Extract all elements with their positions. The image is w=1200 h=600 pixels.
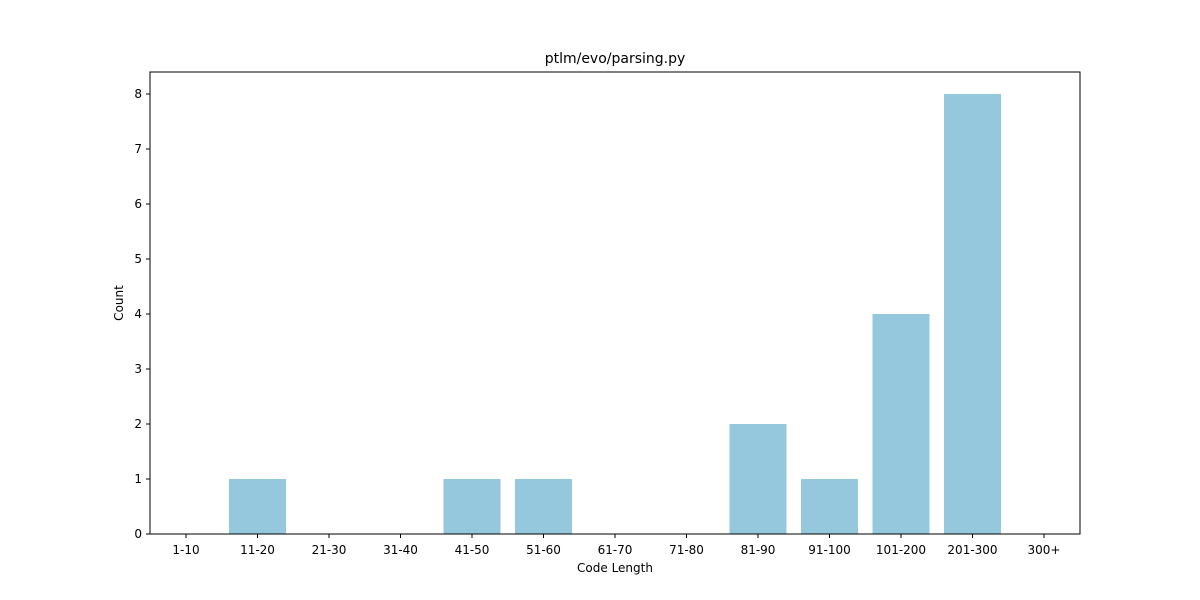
y-tick-label: 5 [134, 252, 142, 266]
bar-201-300 [944, 94, 1001, 534]
bar-81-90 [729, 424, 787, 534]
chart-title: ptlm/evo/parsing.py [545, 51, 686, 67]
x-tick-label: 21-30 [312, 543, 347, 557]
x-tick-label: 300+ [1028, 543, 1061, 557]
y-axis-ticks: 0 1 2 3 4 5 6 7 8 [134, 87, 150, 541]
x-tick-label: 81-90 [741, 543, 776, 557]
bars-group [229, 94, 1001, 534]
x-tick-label: 201-300 [947, 543, 997, 557]
bar-51-60 [515, 479, 572, 534]
x-tick-label: 91-100 [808, 543, 851, 557]
bar-41-50 [443, 479, 501, 534]
y-tick-label: 4 [134, 307, 142, 321]
x-axis-ticks: 1-10 11-20 21-30 31-40 41-50 51-60 61-70 71-80 8… [172, 534, 1060, 557]
y-tick-label: 2 [134, 417, 142, 431]
y-axis-label: Count [112, 285, 126, 321]
bar-101-200 [872, 314, 930, 534]
y-tick-label: 0 [134, 527, 142, 541]
bar-91-100 [801, 479, 858, 534]
x-tick-label: 11-20 [240, 543, 275, 557]
plot-frame [149, 71, 1081, 535]
x-tick-label: 51-60 [526, 543, 561, 557]
y-tick-label: 1 [134, 472, 142, 486]
y-tick-label: 7 [134, 142, 142, 156]
x-tick-label: 1-10 [172, 543, 199, 557]
x-tick-label: 61-70 [598, 543, 633, 557]
y-tick-label: 6 [134, 197, 142, 211]
y-tick-label: 3 [134, 362, 142, 376]
x-tick-label: 71-80 [669, 543, 704, 557]
x-tick-label: 41-50 [455, 543, 490, 557]
x-tick-label: 101-200 [876, 543, 926, 557]
y-tick-label: 8 [134, 87, 142, 101]
x-tick-label: 31-40 [383, 543, 418, 557]
bar-11-20 [229, 479, 286, 534]
x-axis-label: Code Length [577, 561, 653, 575]
